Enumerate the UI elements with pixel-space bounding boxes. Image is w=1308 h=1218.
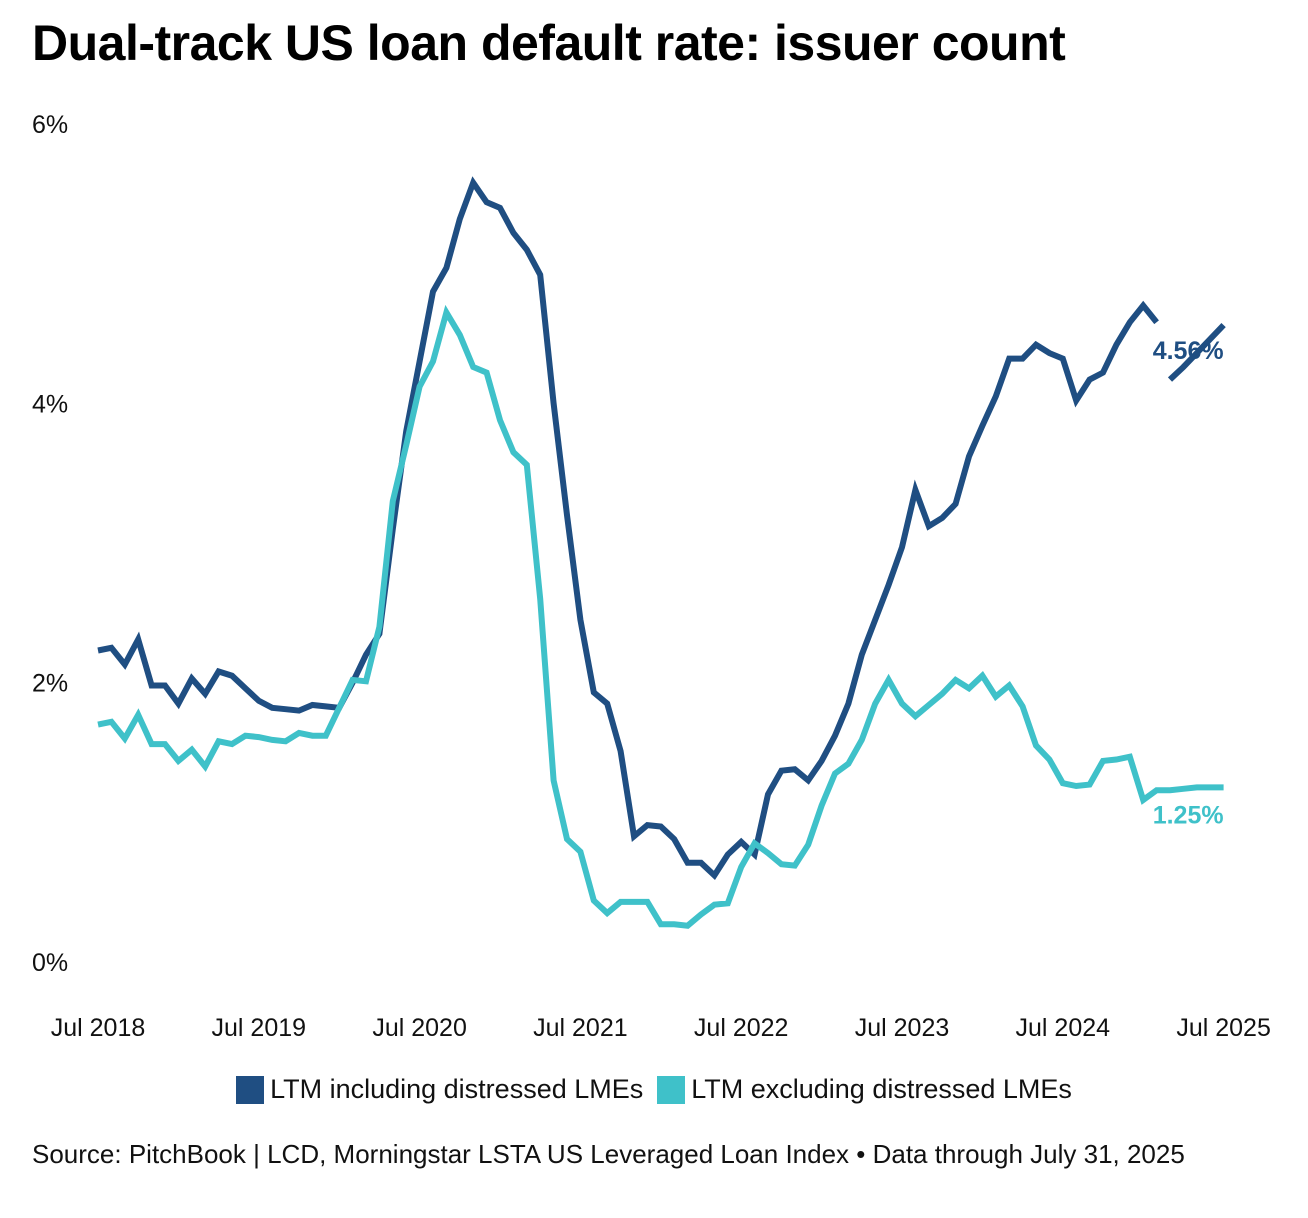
x-tick-label: Jul 2020 (372, 1014, 467, 1042)
x-tick-label: Jul 2019 (212, 1014, 307, 1042)
legend: LTM including distressed LMEs LTM exclud… (0, 1074, 1308, 1105)
x-tick-label: Jul 2023 (855, 1014, 950, 1042)
x-tick-label: Jul 2021 (533, 1014, 628, 1042)
series-line-including (97, 176, 1226, 881)
legend-item-excluding: LTM excluding distressed LMEs (657, 1074, 1072, 1105)
legend-label-including: LTM including distressed LMEs (270, 1074, 644, 1104)
y-tick-label: 4% (32, 390, 68, 418)
y-axis: 0% 2% 4% 6% (32, 111, 68, 977)
legend-label-excluding: LTM excluding distressed LMEs (691, 1074, 1072, 1104)
end-labels: 4.56% 1.25% (1153, 337, 1224, 829)
source-note: Source: PitchBook | LCD, Morningstar LST… (32, 1139, 1185, 1169)
y-tick-label: 0% (32, 949, 68, 977)
x-axis: Jul 2018 Jul 2019 Jul 2020 Jul 2021 Jul 2022… (51, 1014, 1271, 1042)
y-tick-label: 2% (32, 670, 68, 698)
series-lines (97, 176, 1226, 929)
x-tick-label: Jul 2022 (694, 1014, 789, 1042)
legend-item-including: LTM including distressed LMEs (236, 1074, 643, 1105)
chart-title: Dual-track US loan default rate: issuer … (32, 15, 1066, 71)
legend-swatch-including (236, 1075, 265, 1104)
y-tick-label: 6% (32, 111, 68, 139)
chart-plot: 0% 2% 4% 6% Jul 2018 Jul 2019 Jul 2020 Jul 202… (32, 111, 1271, 1042)
x-tick-label: Jul 2018 (51, 1014, 146, 1042)
x-tick-label: Jul 2025 (1176, 1014, 1271, 1042)
end-label-including: 4.56% (1153, 337, 1224, 365)
x-tick-label: Jul 2024 (1016, 1014, 1111, 1042)
legend-swatch-excluding (657, 1075, 686, 1104)
end-label-excluding: 1.25% (1153, 801, 1224, 829)
series-line-excluding (97, 304, 1224, 929)
